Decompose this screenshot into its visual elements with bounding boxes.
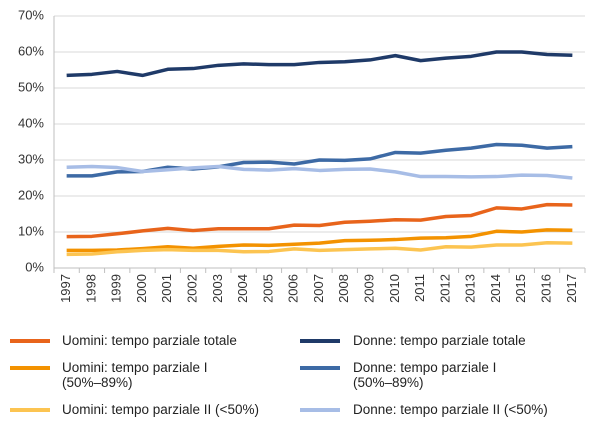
y-tick-label: 50% (18, 79, 44, 94)
legend-swatch (10, 408, 50, 412)
legend-swatch (300, 408, 340, 412)
x-tick-label: 2003 (210, 274, 225, 303)
x-tick-label: 1998 (83, 274, 98, 303)
x-tick-label: 2006 (286, 274, 301, 303)
y-tick-label: 20% (18, 187, 44, 202)
legend-label: Uomini: tempo parziale totale (62, 333, 237, 348)
legend-label: Uomini: tempo parziale I (50%–89%) (62, 360, 208, 390)
legend-label: Donne: tempo parziale II (<50%) (353, 402, 548, 417)
x-tick-label: 1997 (58, 274, 73, 303)
legend-swatch (10, 366, 50, 370)
y-tick-label: 30% (18, 151, 44, 166)
x-tick-label: 2008 (336, 274, 351, 303)
legend-label: Donne: tempo parziale totale (353, 333, 526, 348)
x-tick-label: 2001 (159, 274, 174, 303)
series-line (66, 164, 573, 180)
x-tick-label: 2004 (235, 274, 250, 303)
y-tick-label: 60% (18, 43, 44, 58)
series-line (66, 241, 573, 257)
x-tick-label: 2002 (185, 274, 200, 303)
x-tick-label: 2012 (437, 274, 452, 303)
legend-label: Uomini: tempo parziale II (<50%) (62, 402, 259, 417)
x-tick-label: 2007 (311, 274, 326, 303)
chart: 0% 10% 20% 30% 40% 50% 60% 70% 1997 1998 1999 2000 2… (18, 7, 586, 303)
y-tick-label: 10% (18, 223, 44, 238)
legend-swatch (300, 366, 340, 370)
x-tick-label: 2016 (539, 274, 554, 303)
x-tick-label: 2011 (412, 274, 427, 302)
series-line (66, 228, 573, 253)
x-tick-label: 2017 (564, 274, 579, 303)
legend-label: Donne: tempo parziale I (50%–89%) (353, 360, 497, 390)
series-line (66, 50, 573, 78)
x-tick-label: 1999 (109, 274, 124, 303)
x-tick-label: 2015 (513, 274, 528, 303)
series-line (66, 202, 573, 239)
x-tick-label: 2010 (387, 274, 402, 303)
x-tick-label: 2009 (362, 274, 377, 303)
y-tick-label: 70% (18, 7, 44, 22)
x-tick-label: 2014 (488, 274, 503, 303)
x-tick-label: 2000 (134, 274, 149, 303)
x-tick-label: 2005 (260, 274, 275, 303)
x-tick-label: 2013 (463, 274, 478, 303)
y-tick-label: 0% (25, 259, 44, 274)
legend-swatch (300, 339, 340, 343)
y-tick-label: 40% (18, 115, 44, 130)
legend-swatch (10, 339, 50, 343)
